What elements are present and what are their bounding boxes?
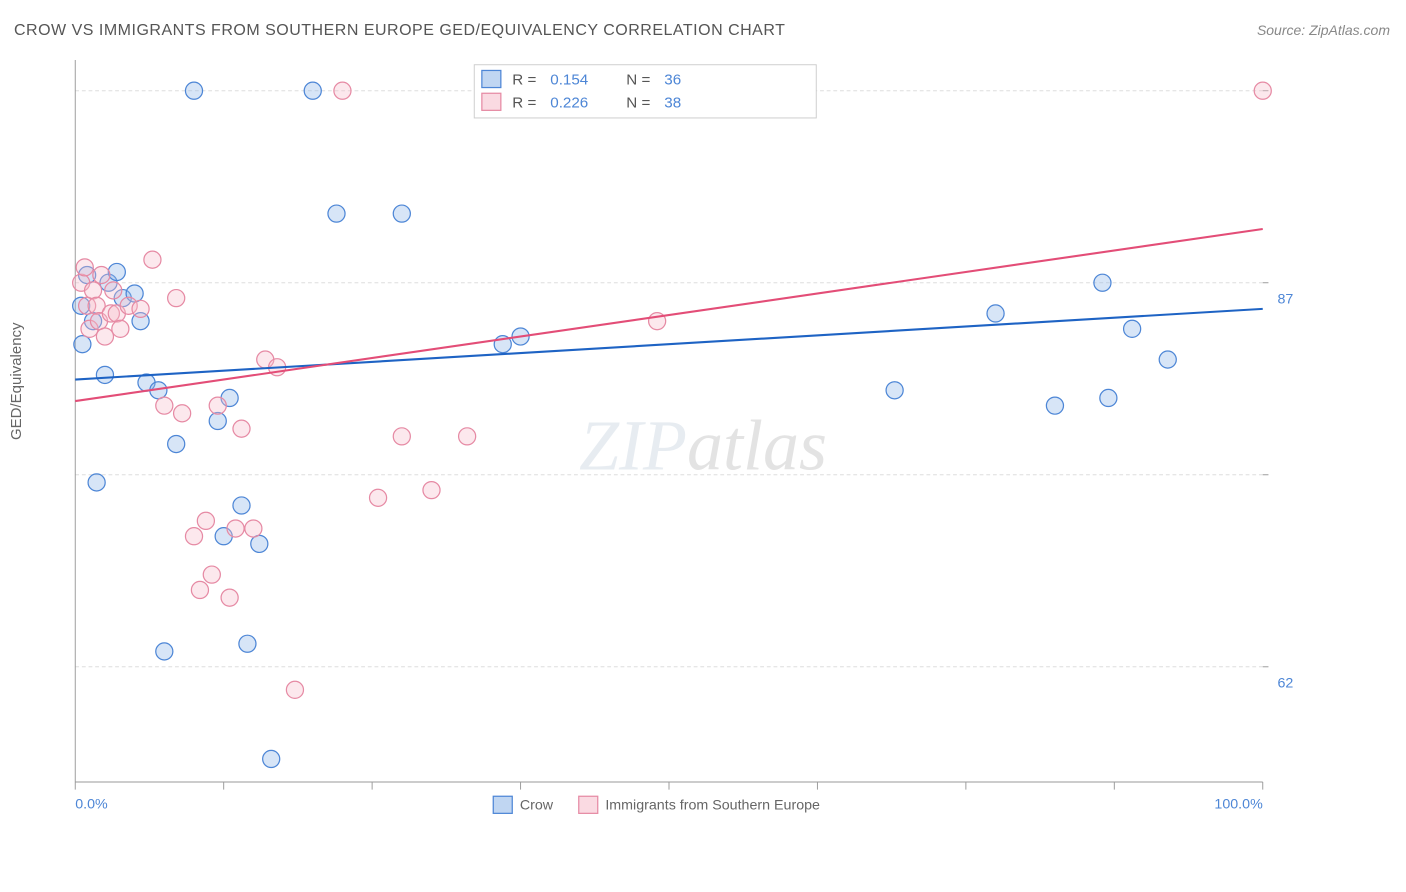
svg-text:R =: R = — [512, 95, 536, 112]
scatter-point — [85, 282, 102, 299]
scatter-point — [209, 397, 226, 414]
scatter-point — [286, 681, 303, 698]
svg-text:0.154: 0.154 — [550, 72, 588, 89]
legend-label: Immigrants from Southern Europe — [605, 798, 820, 814]
scatter-point — [105, 282, 122, 299]
y-axis-label: GED/Equivalency — [8, 322, 25, 440]
scatter-point — [245, 520, 262, 537]
scatter-point — [108, 263, 125, 280]
scatter-point — [144, 251, 161, 268]
scatter-point — [334, 82, 351, 99]
svg-text:62.5%: 62.5% — [1277, 676, 1294, 692]
scatter-point — [263, 750, 280, 767]
svg-text:N =: N = — [626, 72, 650, 89]
scatter-point — [886, 382, 903, 399]
svg-text:38: 38 — [664, 95, 681, 112]
source-label: Source: ZipAtlas.com — [1257, 22, 1390, 38]
scatter-point — [1124, 320, 1141, 337]
scatter-point — [168, 435, 185, 452]
scatter-point — [197, 512, 214, 529]
scatter-point — [76, 259, 93, 276]
legend-swatch — [493, 796, 512, 813]
scatter-point — [328, 205, 345, 222]
scatter-point — [74, 336, 91, 353]
scatter-point — [96, 328, 113, 345]
legend-label: Crow — [520, 798, 554, 814]
scatter-point — [370, 489, 387, 506]
scatter-point — [156, 643, 173, 660]
scatter-chart: 0.0% 100.0% 62.5% 87.5% R = 0.154 N = 36 R = 0.22… — [44, 60, 1294, 820]
scatter-point — [239, 635, 256, 652]
scatter-point — [987, 305, 1004, 322]
scatter-point — [221, 589, 238, 606]
scatter-point — [1159, 351, 1176, 368]
svg-text:36: 36 — [664, 72, 681, 89]
chart-title: CROW VS IMMIGRANTS FROM SOUTHERN EUROPE … — [14, 22, 785, 40]
scatter-point — [227, 520, 244, 537]
svg-text:0.0%: 0.0% — [75, 797, 108, 813]
scatter-point — [393, 428, 410, 445]
svg-text:N =: N = — [626, 95, 650, 112]
trend-line — [75, 309, 1263, 380]
scatter-point — [251, 535, 268, 552]
scatter-point — [1254, 82, 1271, 99]
scatter-point — [1100, 389, 1117, 406]
scatter-point — [88, 474, 105, 491]
scatter-point — [233, 420, 250, 437]
svg-text:100.0%: 100.0% — [1214, 797, 1263, 813]
scatter-point — [156, 397, 173, 414]
scatter-point — [203, 566, 220, 583]
scatter-point — [459, 428, 476, 445]
scatter-point — [93, 267, 110, 284]
svg-text:87.5%: 87.5% — [1277, 292, 1294, 308]
scatter-point — [168, 290, 185, 307]
scatter-point — [393, 205, 410, 222]
scatter-point — [185, 528, 202, 545]
scatter-point — [112, 320, 129, 337]
trend-line — [75, 229, 1263, 401]
scatter-point — [132, 300, 149, 317]
scatter-point — [233, 497, 250, 514]
scatter-point — [1046, 397, 1063, 414]
legend-swatch — [579, 796, 598, 813]
scatter-point — [191, 581, 208, 598]
scatter-point — [174, 405, 191, 422]
scatter-point — [423, 482, 440, 499]
svg-text:R =: R = — [512, 72, 536, 89]
svg-text:0.226: 0.226 — [550, 95, 588, 112]
scatter-point — [1094, 274, 1111, 291]
scatter-point — [96, 366, 113, 383]
scatter-point — [209, 412, 226, 429]
scatter-point — [185, 82, 202, 99]
scatter-point — [304, 82, 321, 99]
